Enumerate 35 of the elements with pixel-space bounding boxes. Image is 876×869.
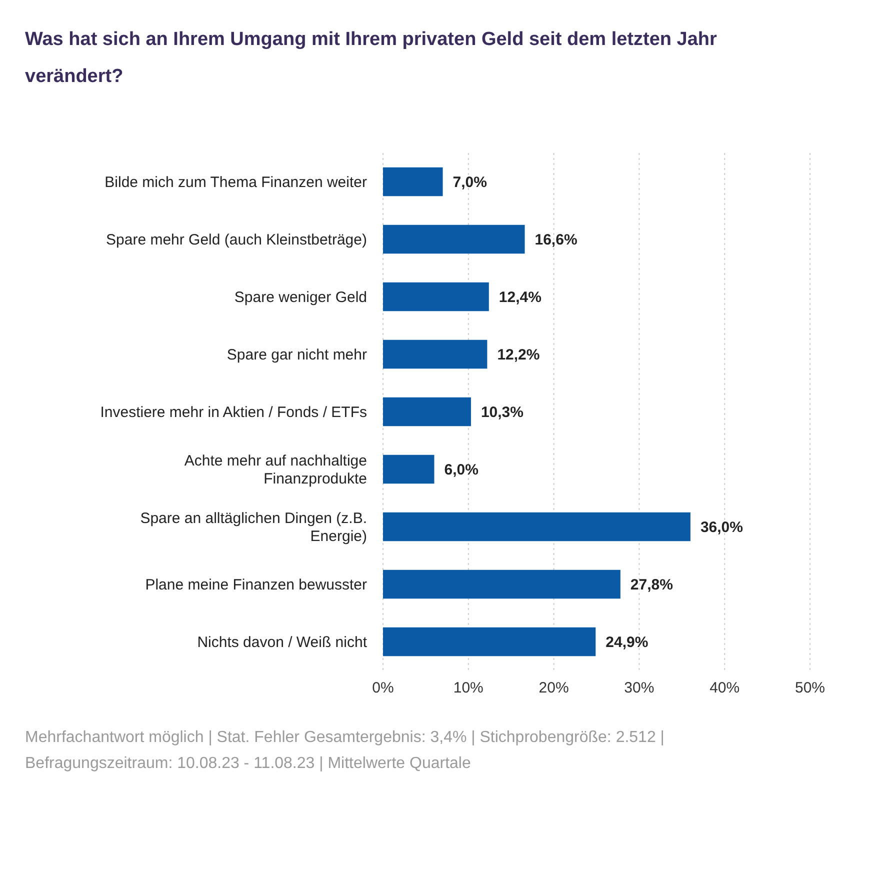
- y-tick-label: Spare gar nicht mehr: [226, 346, 367, 364]
- y-tick-label: Spare an alltäglichen Dingen (z.B. Energie): [140, 510, 367, 545]
- data-label: 7,0%: [452, 174, 487, 191]
- x-tick-label: 30%: [624, 680, 654, 696]
- x-tick-label: 20%: [538, 680, 569, 696]
- y-tick-label: Nichts davon / Weiß nicht: [197, 634, 368, 651]
- data-label: 16,6%: [534, 232, 578, 248]
- data-label: 27,8%: [630, 576, 673, 594]
- bar: [383, 397, 471, 426]
- data-label: 10,3%: [480, 404, 524, 421]
- bar: [383, 340, 488, 369]
- bar: [383, 512, 690, 542]
- chart-title: Was hat sich an Ihrem Umgang mit Ihrem privaten Geld seit dem letzten Jahr verändert?: [25, 29, 718, 87]
- data-label: 24,9%: [606, 634, 648, 651]
- data-label: 12,2%: [497, 346, 540, 364]
- data-label: 36,0%: [700, 519, 743, 536]
- data-label: 12,4%: [498, 289, 542, 306]
- text: Mehrfachantwort möglich | Stat. Fehler Gesamtergebnis: 3,4% | Stichprobengröße: 2.512 | Befragungszeitraum: 10.08.23 - 11.08.23 | Mittelwerte Quartale: [25, 729, 664, 772]
- y-tick-label: Bilde mich zum Thema Finanzen weiter: [104, 174, 367, 191]
- bar: [383, 224, 525, 254]
- x-tick-label: 50%: [794, 680, 826, 696]
- bar: [383, 627, 596, 656]
- y-tick-label: Plane meine Finanzen bewusster: [145, 576, 367, 594]
- x-tick-label: 0%: [372, 680, 394, 696]
- x-tick-label: 40%: [710, 680, 740, 696]
- bar: [383, 570, 620, 599]
- bar: [383, 454, 434, 484]
- y-tick-label: Spare mehr Geld (auch Kleinstbeträge): [106, 232, 367, 248]
- bar: [383, 167, 443, 196]
- bar: [383, 282, 489, 312]
- y-tick-label: Spare weniger Geld: [234, 289, 367, 306]
- x-tick-label: 10%: [453, 680, 484, 696]
- y-tick-label: Investiere mehr in Aktien / Fonds / ETFs: [100, 404, 367, 421]
- data-label: 6,0%: [444, 462, 478, 478]
- y-tick-label: Achte mehr auf nachhaltige Finanzprodukte: [184, 452, 367, 488]
